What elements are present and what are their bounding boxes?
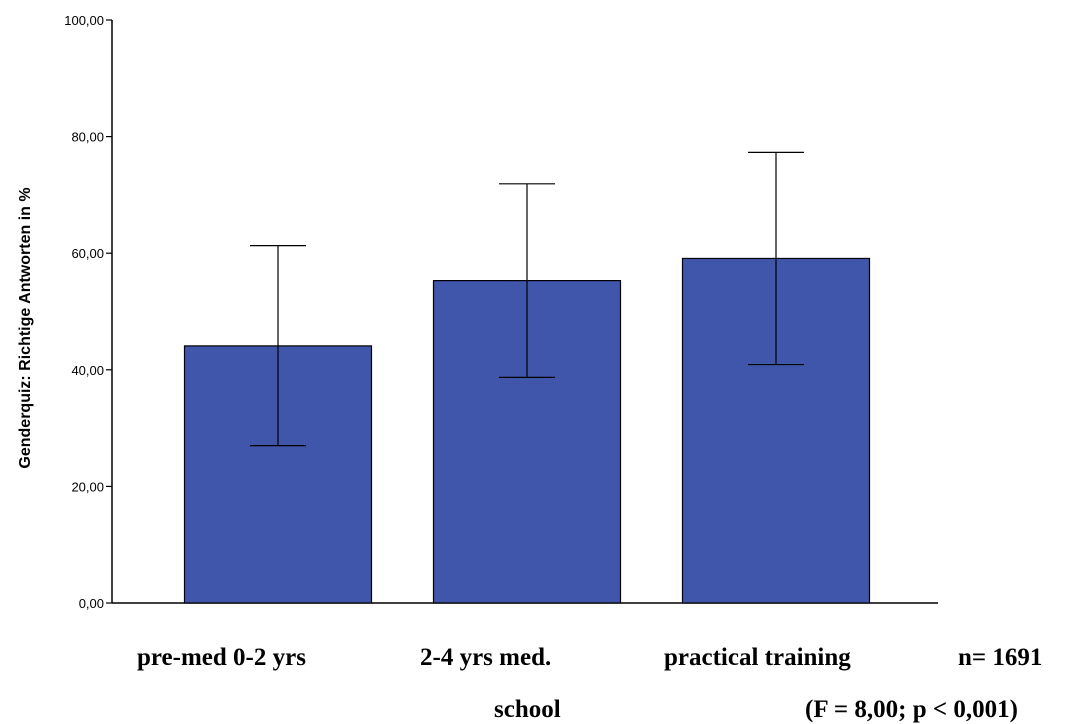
y-axis-label: Genderquiz: Richtige Antworten in % xyxy=(17,187,34,468)
y-tick-label: 0,00 xyxy=(79,596,104,611)
error-bars xyxy=(250,151,804,447)
y-axis-ticks: 0,00 20,00 40,00 60,00 80,00 100,00 xyxy=(64,13,112,611)
category-label-med-school: 2-4 yrs med. xyxy=(420,644,552,671)
y-tick-label: 20,00 xyxy=(71,479,104,494)
category-label-pre-med: pre-med 0-2 yrs xyxy=(137,644,306,671)
y-tick-label: 40,00 xyxy=(71,363,104,378)
category-label-med-school-line2: school xyxy=(494,696,561,723)
y-tick-label: 60,00 xyxy=(71,246,104,261)
statistics-label: (F = 8,00; p < 0,001) xyxy=(805,696,1018,723)
category-label-practical-training: practical training xyxy=(664,644,851,671)
y-tick-label: 80,00 xyxy=(71,130,104,145)
sample-size-label: n= 1691 xyxy=(958,644,1043,671)
y-tick-label: 100,00 xyxy=(64,13,104,28)
